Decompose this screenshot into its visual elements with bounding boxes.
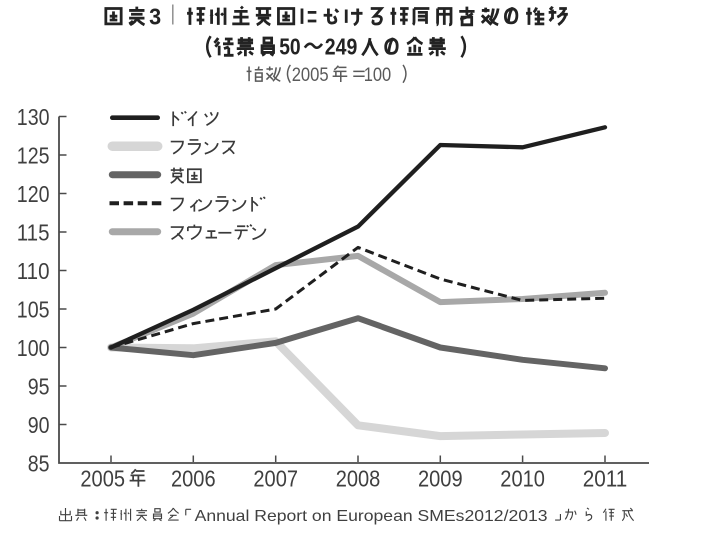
svg-text:249: 249 xyxy=(325,34,358,60)
svg-text:100: 100 xyxy=(17,335,50,361)
svg-text:2009: 2009 xyxy=(418,465,463,491)
svg-text:115: 115 xyxy=(17,219,50,245)
svg-text:2007: 2007 xyxy=(253,465,298,491)
svg-text:130: 130 xyxy=(17,104,50,130)
svg-text:2006: 2006 xyxy=(171,465,216,491)
svg-text:2008: 2008 xyxy=(336,465,381,491)
svg-text:2011: 2011 xyxy=(583,465,628,491)
svg-text:90: 90 xyxy=(28,412,50,438)
svg-text:2005: 2005 xyxy=(292,65,329,86)
svg-text:85: 85 xyxy=(28,450,50,476)
svg-text:110: 110 xyxy=(17,258,50,284)
svg-text:120: 120 xyxy=(17,181,50,207)
svg-text:50: 50 xyxy=(279,34,301,60)
svg-text:105: 105 xyxy=(17,296,50,322)
svg-text:Annual Report on European SMEs: Annual Report on European SMEs2012/2013 xyxy=(195,508,548,525)
svg-text:100: 100 xyxy=(364,65,392,86)
svg-text:3: 3 xyxy=(149,4,161,30)
svg-text:2005: 2005 xyxy=(80,465,125,491)
svg-text:95: 95 xyxy=(28,373,50,399)
svg-text:125: 125 xyxy=(17,142,50,168)
svg-text:2010: 2010 xyxy=(500,465,545,491)
